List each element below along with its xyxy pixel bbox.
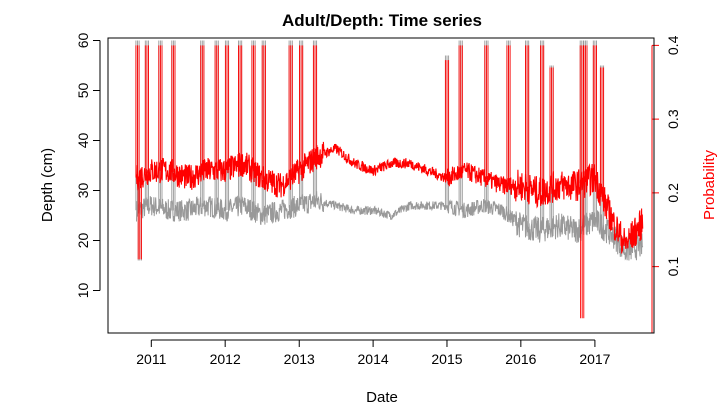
plot-frame <box>107 37 655 334</box>
y-right-tick-label: 0.4 <box>665 35 681 55</box>
x-tick-label: 2016 <box>505 351 536 367</box>
x-tick-label: 2014 <box>358 351 389 367</box>
series-layer <box>135 40 644 319</box>
y-right-axis-label: Probability <box>701 149 718 220</box>
y-axis-label: Depth (cm) <box>39 148 56 222</box>
chart-title: Adult/Depth: Time series <box>282 11 482 30</box>
y-right-tick-label: 0.2 <box>665 183 681 203</box>
depth-series-line <box>136 191 644 261</box>
probability-series-line <box>135 141 644 254</box>
x-axis: 2011 2012 2013 2014 2015 2016 2017 <box>136 339 611 367</box>
y-right-tick-label: 0.3 <box>665 109 681 129</box>
y-tick-label: 50 <box>75 83 91 99</box>
y-tick-label: 30 <box>75 183 91 199</box>
y-tick-label: 10 <box>75 283 91 299</box>
x-tick-label: 2015 <box>431 351 462 367</box>
x-tick-label: 2013 <box>284 351 315 367</box>
y-axis-right: 0.1 0.2 0.3 0.4 <box>651 35 681 333</box>
x-tick-label: 2011 <box>136 351 166 367</box>
y-tick-label: 60 <box>75 33 91 49</box>
x-tick-label: 2012 <box>210 351 241 367</box>
x-axis-label: Date <box>366 389 398 406</box>
x-tick-label: 2017 <box>579 351 610 367</box>
y-axis-left: 10 20 30 40 50 60 <box>75 33 101 299</box>
y-tick-label: 20 <box>75 233 91 249</box>
y-right-tick-label: 0.1 <box>665 257 681 277</box>
y-tick-label: 40 <box>75 133 91 149</box>
